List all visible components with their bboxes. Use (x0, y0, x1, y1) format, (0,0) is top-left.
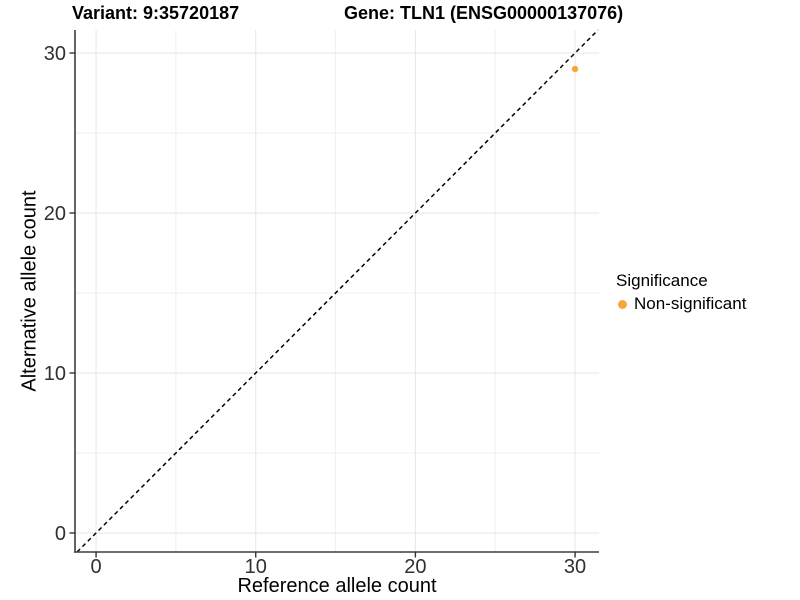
legend-item-non-significant: Non-significant (616, 294, 746, 314)
y-tick-label: 10 (44, 363, 66, 385)
plot-title-variant: Variant: 9:35720187 (72, 3, 240, 23)
tick-label-layer: 0 10 20 30 0 10 20 30 (44, 43, 586, 578)
y-tick-label: 30 (44, 43, 66, 65)
axis-layer (69, 30, 599, 558)
x-tick-label: 30 (564, 556, 586, 578)
legend-point-icon (618, 299, 627, 309)
y-axis-title: Alternative allele count (18, 190, 41, 392)
identity-dashed-line (76, 29, 599, 553)
y-tick-label: 0 (55, 523, 66, 545)
x-tick-label: 0 (91, 556, 102, 578)
legend-title: Significance (616, 271, 708, 290)
legend: Significance Non-significant (616, 271, 746, 314)
x-tick-label: 10 (245, 556, 267, 578)
grid-layer (75, 30, 599, 552)
y-tick-label: 20 (44, 203, 66, 225)
x-axis-title: Reference allele count (237, 575, 437, 597)
plot-title-gene: Gene: TLN1 (ENSG00000137076) (344, 3, 624, 23)
mark-layer (76, 29, 599, 553)
legend-item-label: Non-significant (634, 294, 747, 313)
data-point (571, 65, 579, 73)
x-tick-label: 20 (404, 556, 426, 578)
